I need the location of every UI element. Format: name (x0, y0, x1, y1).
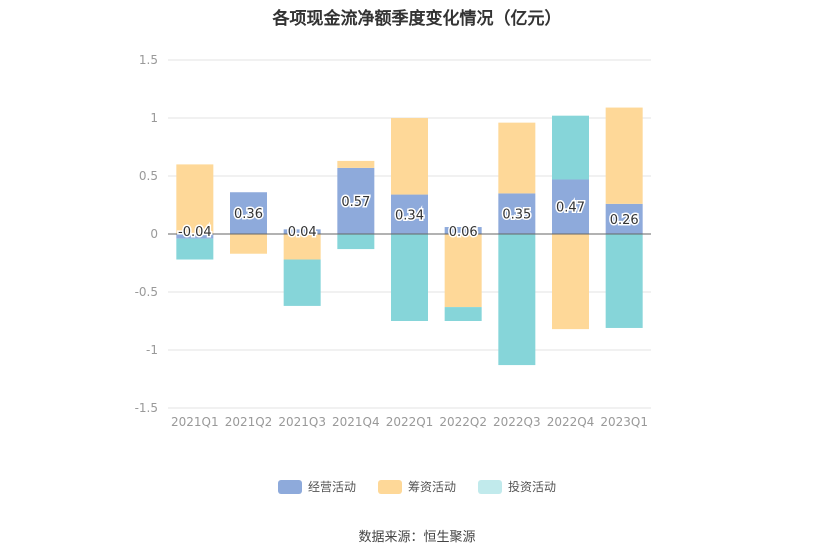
bar-operating (230, 192, 267, 234)
bar-investing (498, 234, 536, 366)
bar-investing (391, 234, 428, 321)
bar-financing (444, 234, 482, 308)
x-tick-label: 2022Q3 (493, 415, 541, 429)
bar-financing (552, 234, 589, 330)
y-tick-label: -1 (146, 343, 158, 357)
bar-operating (444, 227, 482, 234)
legend-swatch-investing (478, 479, 502, 494)
bar-investing (337, 234, 375, 250)
bar-financing (283, 234, 321, 260)
bar-financing (176, 164, 214, 234)
bar-financing (605, 107, 643, 204)
chart-plot: -1.5 -1 -0.5 0 0.5 1 1.5 2021Q1 2021Q2 2021Q3 2021… (135, 53, 651, 429)
data-label: 0.26 (610, 213, 639, 228)
data-label: -0.04 (178, 225, 212, 240)
bar-operating (605, 203, 643, 234)
x-tick-label: 2021Q3 (278, 415, 326, 429)
bar-operating (552, 179, 589, 234)
y-tick-label: 0 (150, 227, 158, 241)
bar-financing (391, 118, 428, 195)
x-tick-label: 2022Q1 (386, 415, 434, 429)
bar-financing (498, 122, 536, 194)
bar-operating (391, 194, 428, 234)
bar-investing (176, 238, 214, 260)
bar-operating (498, 193, 536, 234)
data-label: 0.57 (341, 195, 370, 210)
bar-financing (230, 234, 267, 254)
data-label: 0.34 (395, 208, 424, 223)
legend-swatch-operating (277, 479, 302, 494)
x-tick-label: 2022Q4 (547, 415, 595, 429)
x-tick-label: 2021Q1 (171, 415, 219, 429)
bar-investing (444, 307, 482, 321)
data-label: 0.36 (234, 207, 263, 222)
chart-title: 各项现金流净额季度变化情况（亿元） (272, 9, 562, 29)
legend-item-financing[interactable]: 筹资活动 (377, 478, 456, 495)
legend-label-operating: 经营活动 (307, 480, 356, 494)
legend-label-financing: 筹资活动 (407, 480, 456, 494)
chart-legend: 经营活动 筹资活动 投资活动 (0, 478, 834, 495)
y-tick-label: 1 (150, 111, 158, 125)
x-tick-label: 2023Q1 (600, 415, 648, 429)
x-tick-label: 2021Q2 (225, 415, 273, 429)
data-source-note: 数据来源：恒生聚源 (358, 530, 476, 545)
bar-operating (337, 167, 375, 234)
bar-investing (605, 234, 643, 328)
bar-operating (283, 229, 321, 234)
legend-swatch-financing (377, 479, 402, 494)
data-label: 0.04 (288, 225, 317, 240)
data-label: 0.06 (449, 225, 478, 240)
y-tick-label: 0.5 (139, 169, 158, 183)
x-tick-label: 2021Q4 (332, 415, 380, 429)
bar-operating (176, 234, 214, 239)
y-tick-label: 1.5 (139, 53, 158, 67)
bar-investing (552, 115, 589, 180)
bar-financing (337, 160, 375, 168)
data-label: 0.47 (556, 201, 585, 216)
legend-item-investing[interactable]: 投资活动 (478, 478, 556, 495)
y-tick-label: -1.5 (135, 401, 158, 415)
y-tick-label: -0.5 (135, 285, 158, 299)
bar-investing (283, 259, 321, 306)
legend-item-operating[interactable]: 经营活动 (277, 478, 356, 495)
legend-label-investing: 投资活动 (508, 480, 557, 494)
data-label: 0.35 (502, 208, 531, 223)
x-tick-label: 2022Q2 (439, 415, 487, 429)
